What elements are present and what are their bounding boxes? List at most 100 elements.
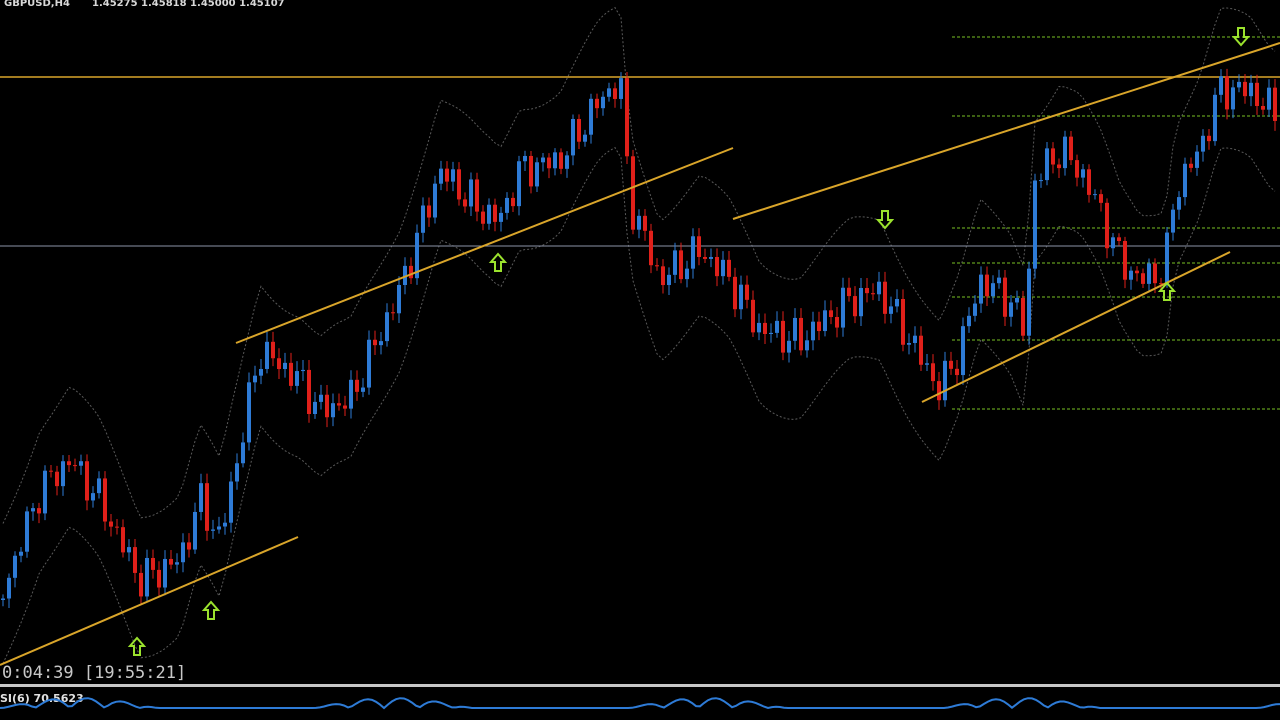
candle-body: [427, 205, 431, 218]
candle-body: [1093, 194, 1097, 196]
candle-body: [289, 362, 293, 386]
candle-body: [1219, 76, 1223, 95]
candle-body: [1255, 82, 1259, 107]
candle-body: [775, 320, 779, 333]
candle-body: [433, 183, 437, 218]
candle-body: [445, 168, 449, 182]
rsi-line: [0, 697, 1280, 710]
candle-body: [277, 358, 281, 370]
candle-body: [211, 529, 215, 531]
candle-body: [1117, 237, 1121, 241]
candle-body: [79, 461, 83, 466]
candle-body: [1147, 263, 1151, 284]
candle-body: [499, 212, 503, 222]
candle-body: [925, 363, 929, 365]
candle-body: [895, 299, 899, 307]
candle-body: [583, 134, 587, 142]
candle-body: [1, 598, 5, 600]
candle-body: [421, 205, 425, 233]
arrow: [1157, 281, 1177, 301]
candle-body: [685, 268, 689, 280]
candle-body: [1207, 135, 1211, 142]
candle-body: [919, 335, 923, 365]
candle-body: [163, 558, 167, 588]
candle-body: [319, 394, 323, 402]
candle-body: [607, 88, 611, 97]
candle-body: [1051, 148, 1055, 165]
candle-body: [1111, 237, 1115, 249]
candle-body: [301, 369, 305, 372]
candle-body: [1009, 302, 1013, 317]
candle-body: [1213, 94, 1217, 142]
candle-body: [913, 335, 917, 343]
candle-body: [637, 215, 641, 230]
candle-body: [1015, 297, 1019, 303]
candle-body: [67, 461, 71, 466]
candle-body: [91, 493, 95, 501]
candle-body: [391, 312, 395, 314]
candle-body: [781, 320, 785, 353]
candle-body: [271, 341, 275, 359]
candle-body: [865, 287, 869, 294]
candle-body: [1267, 87, 1271, 110]
candle-body: [1165, 232, 1169, 284]
candle-body: [673, 250, 677, 275]
candle-body: [193, 511, 197, 550]
bollinger-bands: [2, 6, 1276, 664]
quote: 1.45275 1.45818 1.45000 1.45107: [92, 0, 285, 9]
candle-body: [379, 341, 383, 346]
candle-body: [829, 310, 833, 318]
candle-body: [331, 403, 335, 418]
candle-body: [169, 558, 173, 565]
candle-body: [1063, 136, 1067, 169]
candle-body: [349, 379, 353, 409]
candle-body: [25, 511, 29, 552]
candle-body: [397, 284, 401, 314]
candle-body: [817, 321, 821, 332]
candle-body: [415, 232, 419, 279]
candle-body: [1177, 197, 1181, 210]
pane-separator: [0, 684, 1280, 687]
candle-body: [505, 197, 509, 213]
candle-body: [1033, 180, 1037, 269]
candle-body: [103, 478, 107, 522]
candle-body: [1195, 151, 1199, 168]
candle-body: [307, 369, 311, 414]
candle-body: [37, 508, 41, 514]
candle-body: [409, 265, 413, 279]
candle-body: [385, 312, 389, 342]
candle-body: [115, 526, 119, 528]
candle-body: [517, 161, 521, 207]
band-line: [2, 146, 1276, 664]
candle-body: [757, 322, 761, 333]
candle-body: [1261, 106, 1265, 110]
candle-body: [871, 293, 875, 295]
candle-body: [325, 394, 329, 418]
candle-body: [883, 281, 887, 314]
candle-body: [949, 360, 953, 369]
candle-body: [235, 463, 239, 482]
trendlines: [0, 42, 1280, 666]
candle-body: [1243, 81, 1247, 97]
candle-body: [943, 360, 947, 401]
candle-body: [631, 156, 635, 230]
candle-body: [109, 521, 113, 527]
candle-body: [1039, 180, 1043, 182]
candle-body: [625, 78, 629, 157]
candle-body: [1141, 273, 1145, 284]
candle-body: [997, 277, 1001, 284]
candle-body: [175, 562, 179, 565]
candle-body: [529, 155, 533, 187]
candle-body: [709, 256, 713, 259]
candle-body: [901, 299, 905, 345]
candle-body: [697, 236, 701, 257]
candle-body: [769, 332, 773, 334]
candle-body: [985, 274, 989, 297]
candle-body: [745, 284, 749, 300]
candle-body: [199, 483, 203, 512]
countdown: 0:04:39 [19:55:21]: [2, 663, 186, 683]
candle-body: [811, 321, 815, 341]
candle-body: [535, 162, 539, 187]
candle-body: [469, 179, 473, 207]
